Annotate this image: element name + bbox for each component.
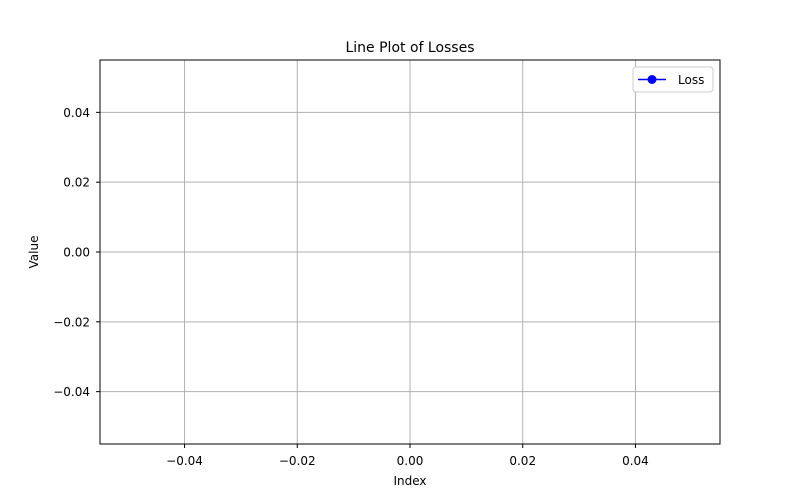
x-tick-label: −0.02 xyxy=(279,454,316,468)
legend-box xyxy=(632,66,714,93)
x-tick-label: −0.04 xyxy=(166,454,203,468)
x-tick-label: 0.00 xyxy=(397,454,424,468)
x-axis-label: Index xyxy=(393,474,426,488)
y-tick-label: 0.00 xyxy=(63,246,90,260)
legend-marker-icon xyxy=(647,75,657,84)
y-axis-ticks: −0.04 −0.02 0.00 0.02 0.04 xyxy=(53,106,100,399)
y-tick-label: 0.02 xyxy=(63,176,90,190)
x-tick-label: 0.04 xyxy=(622,454,649,468)
y-tick-label: −0.04 xyxy=(53,385,90,399)
x-tick-label: 0.02 xyxy=(509,454,536,468)
legend-entry-label: Loss xyxy=(678,73,704,87)
y-axis-label: Value xyxy=(27,236,41,269)
chart-title: Line Plot of Losses xyxy=(345,40,474,56)
y-tick-label: −0.02 xyxy=(53,315,90,329)
y-tick-label: 0.04 xyxy=(63,106,90,120)
legend: Loss xyxy=(632,66,714,93)
grid-lines xyxy=(100,60,720,444)
x-axis-ticks: −0.04 −0.02 0.00 0.02 0.04 xyxy=(166,444,649,468)
